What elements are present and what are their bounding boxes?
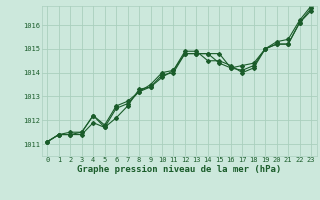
X-axis label: Graphe pression niveau de la mer (hPa): Graphe pression niveau de la mer (hPa)	[77, 165, 281, 174]
